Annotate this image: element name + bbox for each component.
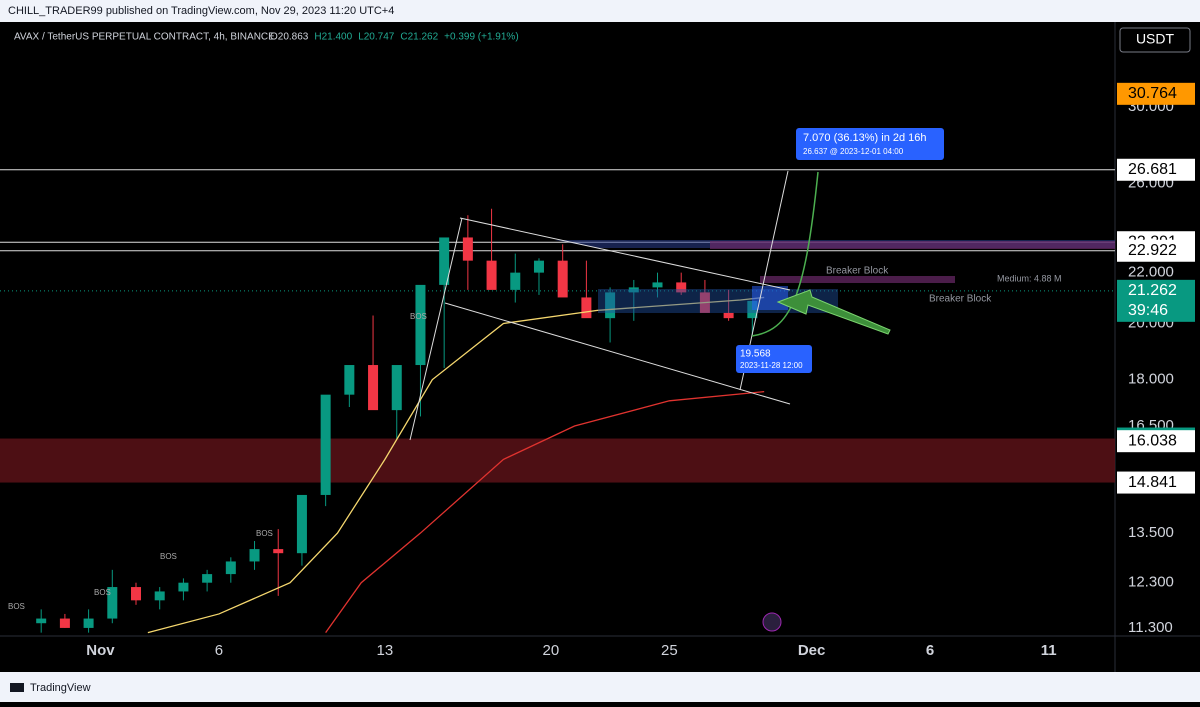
measure-main: 7.070 (36.13%) in 2d 16h — [803, 132, 927, 144]
channel-line — [444, 302, 791, 405]
measure-box — [796, 128, 944, 160]
candle-body — [249, 549, 260, 562]
candle-body — [83, 618, 94, 628]
currency: USDT — [1136, 31, 1175, 47]
price-label: 16.038 — [1128, 432, 1177, 449]
low-box — [736, 345, 812, 373]
y-tick-label: 18.000 — [1128, 371, 1174, 388]
breaker-label: Breaker Block — [826, 266, 889, 277]
symbol-title: AVAX / TetherUS PERPETUAL CONTRACT, 4h, … — [14, 32, 275, 43]
candle-body — [320, 394, 331, 495]
ma-line — [147, 296, 765, 634]
candle-body — [225, 561, 236, 575]
x-tick-label: Dec — [798, 642, 826, 659]
candle-body — [462, 237, 473, 261]
candle-body — [628, 287, 639, 293]
candle-body — [59, 618, 70, 628]
price-label: 22.922 — [1128, 242, 1177, 259]
ohlc-value: C21.262 — [400, 32, 438, 43]
price-label-box — [1117, 471, 1195, 494]
candle-body — [273, 549, 284, 554]
candle-body — [605, 292, 616, 319]
price-label-box — [1117, 239, 1195, 262]
bos-label: BOS — [94, 588, 111, 597]
x-tick-label: 25 — [661, 642, 678, 659]
candle-body — [391, 365, 402, 411]
candle-body — [581, 297, 592, 319]
low-price: 19.568 — [740, 349, 771, 360]
publish-text: CHILL_TRADER99 published on TradingView.… — [8, 5, 394, 17]
y-tick-label: 22.000 — [1128, 264, 1174, 281]
candle-body — [131, 587, 142, 601]
candle-body — [36, 618, 47, 624]
price-label-box — [1117, 430, 1195, 453]
candle-body — [154, 591, 165, 601]
candle-body — [723, 312, 734, 319]
ohlc-value: O20.863 — [270, 32, 309, 43]
x-tick-label: 13 — [377, 642, 394, 659]
x-tick-label: 20 — [542, 642, 559, 659]
bos-label: BOS — [410, 312, 427, 321]
price-label: 14.841 — [1128, 474, 1177, 491]
ohlc-value: H21.400 — [314, 32, 352, 43]
candle-body — [486, 260, 497, 290]
medium-label: Medium: 4.88 M — [997, 273, 1062, 283]
footer-logo — [10, 683, 24, 692]
price-label-box — [1117, 82, 1195, 105]
price-label-box — [1117, 158, 1195, 181]
candle-body — [296, 494, 307, 554]
bos-label: BOS — [256, 529, 273, 538]
footer-text: TradingView — [30, 682, 91, 694]
candle-body — [415, 284, 426, 366]
y-tick-label: 13.500 — [1128, 524, 1174, 541]
bos-label: BOS — [160, 552, 177, 561]
candle-body — [533, 260, 544, 273]
arrow — [776, 289, 891, 335]
price-label: 26.681 — [1128, 161, 1177, 178]
zone — [710, 241, 1115, 249]
price-label: 21.262 — [1128, 282, 1177, 299]
countdown: 39:46 — [1128, 302, 1168, 319]
low-time: 2023-11-28 12:00 — [740, 361, 803, 370]
candle-body — [676, 282, 687, 293]
channel-line — [459, 217, 791, 291]
candle-body — [652, 282, 663, 288]
ohlc-value: L20.747 — [358, 32, 395, 43]
breaker-label: Breaker Block — [929, 294, 992, 305]
x-tick-label: Nov — [86, 642, 115, 659]
footer-bar — [0, 672, 1200, 702]
channel-line — [409, 217, 463, 441]
event-icon[interactable] — [762, 612, 782, 632]
candle-body — [202, 574, 213, 583]
candle-body — [178, 582, 189, 592]
zone — [0, 438, 1115, 483]
candle-body — [344, 365, 355, 395]
zone — [760, 276, 955, 283]
x-tick-label: 11 — [1041, 642, 1057, 659]
price-label-box — [1117, 279, 1195, 322]
candle-body — [557, 260, 568, 298]
ohlc-value: +0.399 (+1.91%) — [444, 32, 519, 43]
currency-box — [1119, 27, 1191, 53]
zone — [752, 286, 788, 310]
candle-body — [439, 237, 450, 285]
candle-body — [368, 365, 379, 411]
x-tick-label: 6 — [215, 642, 223, 659]
ma-line — [325, 390, 765, 634]
x-tick-label: 6 — [926, 642, 934, 659]
publish-bar — [0, 0, 1200, 22]
candle-body — [107, 587, 118, 619]
price-label: 30.764 — [1128, 85, 1177, 102]
candle-body — [510, 272, 521, 290]
y-tick-label: 12.300 — [1128, 574, 1174, 591]
bos-label: BOS — [8, 602, 25, 611]
measure-sub: 26.637 @ 2023-12-01 04:00 — [803, 147, 904, 156]
y-tick-label: 11.300 — [1128, 619, 1173, 636]
